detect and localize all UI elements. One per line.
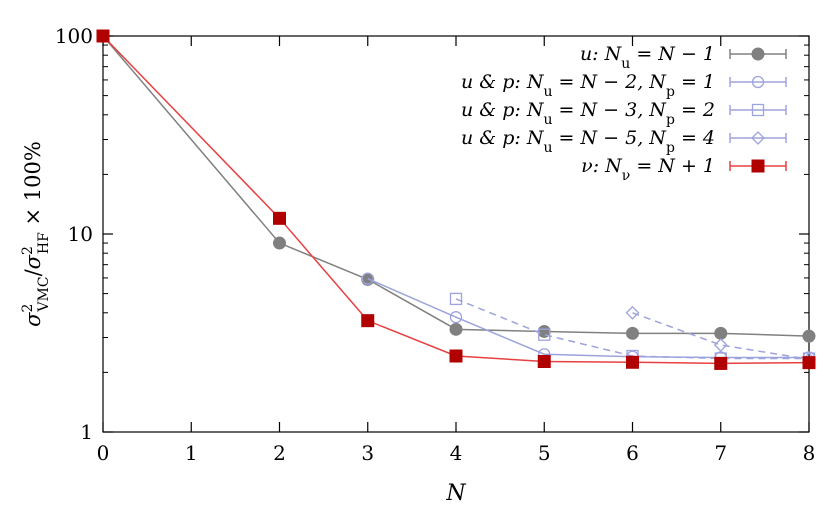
x-tick-label: 2 <box>273 441 286 465</box>
series-3-point <box>538 328 551 341</box>
series-5-point <box>361 314 375 328</box>
series-2-point <box>361 272 374 285</box>
series-1-point <box>449 322 463 336</box>
series-1-point <box>714 326 728 340</box>
series-5-point <box>626 355 639 369</box>
x-tick-label: 5 <box>538 441 551 465</box>
y-axis-label: σ2VMC/σ2HF × 100% <box>20 141 52 327</box>
series-5-point <box>449 349 463 363</box>
series-5-point <box>714 356 728 370</box>
y-tick-label: 10 <box>68 222 93 246</box>
series-1-point <box>273 236 286 250</box>
series-5-point <box>537 355 551 369</box>
x-tick-label: 0 <box>97 441 110 465</box>
legend-sample <box>729 103 787 117</box>
legend-label: ν: Nν = N + 1 <box>581 155 715 184</box>
series-5-point <box>273 211 286 225</box>
series-2-point <box>449 311 463 324</box>
legend-sample <box>729 75 787 89</box>
series-1-line <box>102 35 810 337</box>
legend-sample-marker <box>751 159 765 173</box>
series-2-line <box>367 277 809 359</box>
series-1 <box>96 29 816 343</box>
legend-label: u & p: Nu = N − 3, Np = 2 <box>461 99 715 128</box>
series-5-line <box>102 35 810 365</box>
series-5 <box>96 29 816 370</box>
axis-ticks <box>102 35 810 433</box>
y-tick-label: 100 <box>55 24 93 48</box>
legend-sample <box>729 131 787 145</box>
x-axis-label: N <box>445 481 466 506</box>
series-4-point <box>713 338 728 352</box>
x-tick-label: 7 <box>714 441 727 465</box>
series-5-point <box>96 29 110 43</box>
legend-label: u & p: Nu = N − 2, Np = 1 <box>461 71 715 100</box>
legend-sample <box>729 47 787 61</box>
x-tick-label: 4 <box>450 441 463 465</box>
legend-label: u & p: Nu = N − 5, Np = 4 <box>461 127 715 156</box>
x-tick-label: 1 <box>185 441 198 465</box>
series-layer <box>96 29 816 370</box>
series-1-point <box>626 326 639 340</box>
legend-sample-marker <box>751 103 765 117</box>
series-1-point <box>802 329 816 343</box>
legend-sample <box>729 159 787 173</box>
x-tick-label: 8 <box>803 441 816 465</box>
x-tick-label: 3 <box>361 441 374 465</box>
series-3-point <box>449 292 463 306</box>
legend-sample-marker <box>751 47 765 61</box>
legend-sample-marker <box>751 75 765 89</box>
y-tick-label: 1 <box>80 420 93 444</box>
legend: u: Nu = N − 1u & p: Nu = N − 2, Np = 1u … <box>461 43 787 184</box>
series-4-point <box>625 305 640 320</box>
series-5-point <box>802 356 816 370</box>
legend-sample-marker <box>751 131 765 145</box>
plot-frame <box>102 35 810 433</box>
legend-label: u: Nu = N − 1 <box>580 43 715 72</box>
x-tick-label: 6 <box>626 441 639 465</box>
